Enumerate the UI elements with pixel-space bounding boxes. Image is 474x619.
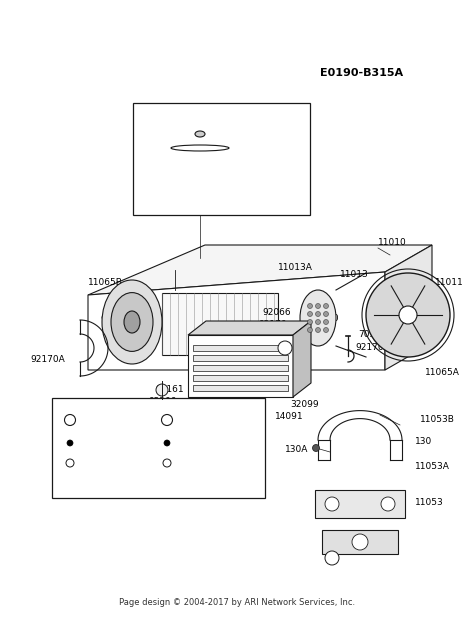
Polygon shape bbox=[293, 321, 311, 397]
Circle shape bbox=[163, 459, 171, 467]
Ellipse shape bbox=[124, 311, 140, 333]
Circle shape bbox=[316, 303, 320, 308]
Ellipse shape bbox=[399, 306, 417, 324]
Ellipse shape bbox=[300, 290, 336, 346]
Ellipse shape bbox=[102, 280, 162, 364]
Circle shape bbox=[308, 319, 312, 324]
Ellipse shape bbox=[192, 182, 208, 190]
Circle shape bbox=[308, 327, 312, 332]
Text: 11065B: 11065B bbox=[88, 278, 123, 287]
Text: 317: 317 bbox=[80, 459, 97, 467]
Polygon shape bbox=[188, 335, 293, 397]
Text: 130A: 130A bbox=[285, 445, 309, 454]
Text: 11065A: 11065A bbox=[425, 368, 460, 377]
Bar bbox=[133, 103, 310, 215]
Circle shape bbox=[325, 497, 339, 511]
Bar bbox=[193, 365, 288, 371]
Circle shape bbox=[323, 303, 328, 308]
Bar bbox=[162, 293, 278, 355]
Circle shape bbox=[316, 311, 320, 316]
Bar bbox=[193, 375, 288, 381]
Circle shape bbox=[323, 327, 328, 332]
Bar bbox=[193, 355, 288, 361]
Text: 92170A: 92170A bbox=[100, 315, 135, 324]
Circle shape bbox=[316, 327, 320, 332]
Text: 14091: 14091 bbox=[275, 412, 304, 421]
Text: 11061: 11061 bbox=[95, 415, 124, 425]
Circle shape bbox=[162, 415, 173, 425]
Text: A: A bbox=[329, 555, 334, 561]
Ellipse shape bbox=[366, 273, 450, 357]
Text: PARTS SHIPPED LOOSE: PARTS SHIPPED LOOSE bbox=[139, 115, 246, 124]
Circle shape bbox=[312, 444, 319, 451]
Circle shape bbox=[67, 440, 73, 446]
Text: 130: 130 bbox=[415, 437, 432, 446]
Text: 32099: 32099 bbox=[290, 400, 319, 409]
Polygon shape bbox=[188, 321, 311, 335]
Text: 11053: 11053 bbox=[415, 498, 444, 507]
Circle shape bbox=[308, 303, 312, 308]
Bar bbox=[193, 345, 288, 351]
Text: 92200: 92200 bbox=[148, 397, 176, 406]
Text: 92170: 92170 bbox=[258, 320, 287, 329]
Circle shape bbox=[66, 459, 74, 467]
Text: 130B: 130B bbox=[55, 408, 78, 417]
Circle shape bbox=[156, 384, 168, 396]
Ellipse shape bbox=[188, 179, 212, 193]
Text: E0190-B315A: E0190-B315A bbox=[320, 68, 403, 78]
Text: 11013A: 11013A bbox=[278, 263, 313, 272]
Text: 11053B: 11053B bbox=[420, 415, 455, 424]
Bar bbox=[315, 490, 405, 518]
Bar bbox=[52, 398, 265, 498]
Text: PARTS SHIPPED LOOSE: PARTS SHIPPED LOOSE bbox=[60, 481, 167, 490]
Text: 92170: 92170 bbox=[355, 343, 383, 352]
Text: 92161: 92161 bbox=[155, 385, 183, 394]
Text: 705: 705 bbox=[358, 330, 375, 339]
Ellipse shape bbox=[171, 145, 229, 151]
Ellipse shape bbox=[168, 144, 232, 152]
Polygon shape bbox=[88, 272, 385, 370]
Text: 11061: 11061 bbox=[192, 415, 221, 425]
Text: Page design © 2004-2017 by ARI Network Services, Inc.: Page design © 2004-2017 by ARI Network S… bbox=[119, 598, 355, 607]
Circle shape bbox=[323, 311, 328, 316]
Text: 92093: 92093 bbox=[108, 339, 137, 348]
Text: 92170: 92170 bbox=[310, 314, 338, 323]
Text: 11053A: 11053A bbox=[415, 462, 450, 471]
Text: 11065: 11065 bbox=[254, 139, 283, 147]
Text: 461: 461 bbox=[192, 438, 209, 448]
Circle shape bbox=[64, 415, 75, 425]
Text: 92170A: 92170A bbox=[30, 355, 65, 364]
Text: A: A bbox=[283, 345, 287, 351]
Text: 11011: 11011 bbox=[435, 278, 464, 287]
Circle shape bbox=[164, 440, 170, 446]
Circle shape bbox=[352, 534, 368, 550]
Bar bbox=[322, 530, 398, 554]
Text: 92170A: 92170A bbox=[247, 181, 282, 191]
Text: 317: 317 bbox=[192, 459, 209, 467]
Circle shape bbox=[323, 319, 328, 324]
Text: 11013: 11013 bbox=[340, 270, 369, 279]
Ellipse shape bbox=[195, 131, 205, 137]
Text: 11010: 11010 bbox=[378, 238, 407, 247]
Circle shape bbox=[316, 319, 320, 324]
Polygon shape bbox=[88, 245, 432, 295]
Polygon shape bbox=[385, 245, 432, 370]
Text: 92192: 92192 bbox=[108, 327, 137, 336]
Ellipse shape bbox=[111, 293, 153, 352]
Text: 461: 461 bbox=[95, 438, 112, 448]
Bar bbox=[193, 385, 288, 391]
Circle shape bbox=[381, 497, 395, 511]
Circle shape bbox=[325, 551, 339, 565]
Circle shape bbox=[278, 341, 292, 355]
Circle shape bbox=[308, 311, 312, 316]
Text: 92066: 92066 bbox=[262, 308, 291, 317]
